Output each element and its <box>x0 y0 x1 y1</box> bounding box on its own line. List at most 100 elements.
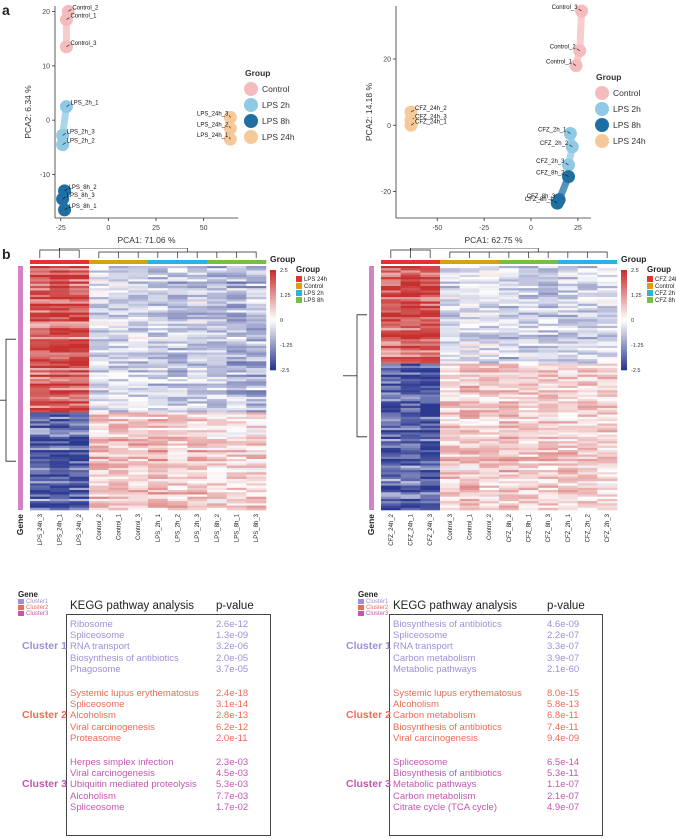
heatmap-cell <box>108 301 129 305</box>
heatmap-cell <box>538 396 559 400</box>
heatmap-cell <box>558 372 578 375</box>
heatmap-cell <box>226 345 247 349</box>
heatmap-cell <box>167 381 188 384</box>
column-label: LPS_2h_2 <box>176 513 182 542</box>
heatmap-cell <box>400 283 421 287</box>
heatmap-cell <box>538 494 559 497</box>
heatmap-cell <box>226 363 247 367</box>
heatmap-cell <box>226 401 247 404</box>
heatmap-cell <box>538 456 559 460</box>
heatmap-cell <box>226 501 247 504</box>
heatmap-cell <box>479 292 500 296</box>
heatmap-cell <box>440 503 460 506</box>
heatmap-cell <box>148 458 168 462</box>
heatmap-cell <box>420 401 441 404</box>
heatmap-cell <box>226 359 247 362</box>
heatmap-cell <box>167 334 188 338</box>
color-scale-step <box>621 344 627 347</box>
heatmap-cell <box>558 430 578 433</box>
column-label: CFZ_8h_2 <box>507 513 513 542</box>
heatmap-cell <box>207 372 227 375</box>
heatmap-cell <box>207 328 227 331</box>
heatmap-cell <box>440 341 460 344</box>
heatmap-cell <box>128 294 149 298</box>
heatmap-cell <box>89 305 109 309</box>
heatmap-cell <box>246 461 267 464</box>
heatmap-cell <box>226 308 247 311</box>
heatmap-cell <box>108 270 129 273</box>
heatmap-cell <box>459 496 480 500</box>
heatmap-cell <box>148 441 168 444</box>
heatmap-cell <box>381 283 401 287</box>
heatmap-cell <box>381 368 401 371</box>
heatmap-cell <box>167 481 188 484</box>
color-scale-step <box>270 290 276 293</box>
heatmap-cell <box>479 478 500 482</box>
heatmap-cell <box>518 341 539 344</box>
heatmap-cell <box>577 483 598 486</box>
group-bar-cell <box>108 260 129 264</box>
point-label: LPS_24h_1 <box>197 133 229 139</box>
heatmap-cell <box>518 390 539 393</box>
heatmap-cell <box>167 507 188 511</box>
heatmap-cell <box>49 277 70 280</box>
heatmap-cell <box>538 328 559 331</box>
heatmap-cell <box>538 498 559 502</box>
heatmap-cell <box>479 465 500 469</box>
heatmap-cell <box>148 505 168 509</box>
heatmap-cell <box>479 505 500 509</box>
heatmap-cell <box>148 317 168 320</box>
heatmap-cell <box>207 363 227 367</box>
heatmap-cell <box>49 272 70 276</box>
heatmap-cell <box>381 447 401 451</box>
heatmap-cell <box>420 467 441 471</box>
heatmap-cell <box>108 478 129 482</box>
heatmap-cell <box>459 436 480 440</box>
heatmap-cell <box>89 370 109 373</box>
heatmap-cell <box>128 277 149 280</box>
heatmap-cell <box>459 350 480 353</box>
heatmap-cell <box>459 434 480 438</box>
heatmap-cell <box>226 485 247 489</box>
heatmap-cell <box>538 505 559 509</box>
heatmap-cell <box>518 472 539 475</box>
heatmap-cell <box>69 405 90 409</box>
heatmap-cell <box>558 405 578 409</box>
heatmap-cell <box>49 494 70 497</box>
heatmap-cell <box>518 490 539 493</box>
heatmap-cell <box>400 458 421 462</box>
heatmap-cell <box>167 325 188 329</box>
heatmap-cell <box>30 461 50 464</box>
kegg-term: Viral carcinogenesis <box>70 721 155 733</box>
heatmap-cell <box>187 425 208 429</box>
heatmap-cell <box>381 483 401 486</box>
heatmap-cell <box>187 312 208 316</box>
heatmap-cell <box>187 421 208 424</box>
heatmap-cell <box>420 452 441 455</box>
heatmap-cell <box>597 476 618 480</box>
heatmap-cell <box>558 319 578 322</box>
heatmap-cell <box>381 339 401 342</box>
heatmap-cell <box>89 270 109 273</box>
heatmap-cell <box>207 288 227 291</box>
heatmap-cell <box>226 283 247 287</box>
heatmap-cell <box>49 308 70 311</box>
heatmap-cell <box>69 419 90 422</box>
heatmap-cell <box>479 299 500 302</box>
heatmap-cell <box>89 336 109 340</box>
heatmap-cell <box>167 392 188 395</box>
heatmap-cell <box>49 374 70 378</box>
heatmap-cell <box>440 288 460 291</box>
heatmap-cell <box>381 352 401 356</box>
heatmap-cell <box>187 412 208 415</box>
color-scale-label: -2.5 <box>631 368 640 374</box>
heatmap-cell <box>499 359 519 362</box>
heatmap-cell <box>207 465 227 469</box>
heatmap-cell <box>207 445 227 449</box>
color-scale-step <box>270 296 276 299</box>
heatmap-cell <box>558 461 578 464</box>
heatmap-cell <box>499 305 519 309</box>
heatmap-cell <box>128 441 149 444</box>
color-scale-step <box>621 348 627 351</box>
heatmap-cell <box>49 336 70 340</box>
